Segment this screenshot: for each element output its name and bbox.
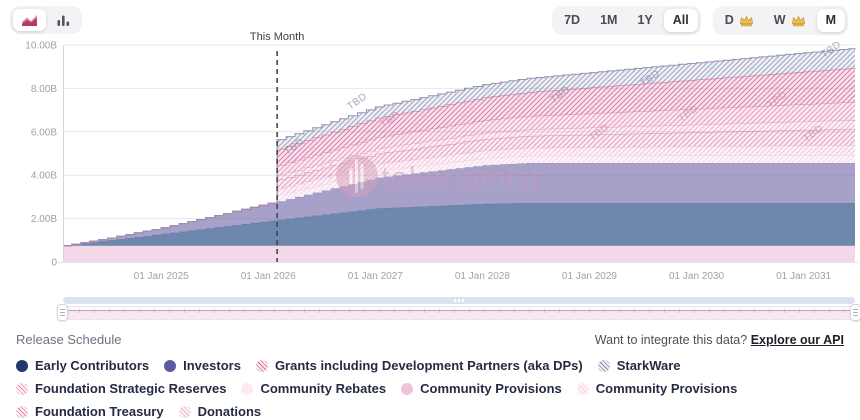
range-1y-button[interactable]: 1Y: [628, 9, 661, 32]
minimap-ticks: [64, 309, 854, 313]
svg-text:2.00B: 2.00B: [31, 214, 57, 225]
svg-text:01 Jan 2027: 01 Jan 2027: [348, 271, 403, 282]
svg-text:This Month: This Month: [250, 31, 304, 43]
navigator-left-handle[interactable]: [57, 304, 68, 321]
legend-marker: [16, 383, 28, 395]
legend-marker: [401, 383, 414, 395]
area-chart-icon: [22, 15, 37, 26]
svg-text:01 Jan 2029: 01 Jan 2029: [562, 271, 617, 282]
legend-item[interactable]: Donations: [178, 404, 262, 420]
minimap-line: [64, 310, 854, 311]
release-schedule-row: Release Schedule Want to integrate this …: [16, 332, 844, 347]
interval-daily-label: D: [724, 13, 734, 27]
legend-marker: [16, 406, 28, 418]
legend-item[interactable]: Community Rebates: [241, 381, 386, 397]
legend-item[interactable]: StarkWare: [597, 358, 681, 374]
svg-text:01 Jan 2028: 01 Jan 2028: [455, 271, 510, 282]
section-title: Release Schedule: [16, 332, 122, 347]
legend-item[interactable]: Community Provisions: [401, 381, 562, 397]
svg-text:01 Jan 2030: 01 Jan 2030: [669, 271, 724, 282]
api-prompt: Want to integrate this data? Explore our…: [594, 332, 844, 347]
legend-marker: [255, 360, 268, 372]
legend-item[interactable]: Foundation Strategic Reserves: [16, 381, 226, 397]
svg-text:6.00B: 6.00B: [31, 127, 57, 138]
time-range-group: 7D 1M 1Y All: [552, 6, 701, 35]
navigator-scrollbar[interactable]: [63, 297, 855, 304]
legend-marker: [178, 406, 191, 418]
legend-label: Donations: [197, 404, 262, 419]
legend-marker: [597, 360, 610, 372]
legend-marker: [16, 360, 28, 372]
chart-legend: Early Contributors Investors Grants includ…: [16, 358, 844, 420]
legend-marker: [164, 360, 177, 372]
range-1m-button[interactable]: 1M: [591, 9, 626, 32]
range-7d-button[interactable]: 7D: [555, 9, 589, 32]
svg-text:0: 0: [51, 258, 57, 269]
svg-text:TBD: TBD: [345, 91, 369, 112]
interval-group: D W M: [712, 6, 848, 35]
area-chart-toggle-button[interactable]: [13, 9, 46, 31]
navigator-right-handle[interactable]: [850, 304, 860, 321]
legend-marker: [576, 383, 589, 395]
legend-item[interactable]: Investors: [164, 358, 241, 374]
crown-icon: [739, 15, 753, 27]
svg-text:01 Jan 2031: 01 Jan 2031: [776, 271, 831, 282]
svg-text:8.00B: 8.00B: [31, 84, 57, 95]
legend-label: Investors: [183, 358, 241, 373]
legend-item[interactable]: Community Provisions: [576, 381, 738, 397]
legend-label: Community Rebates: [260, 381, 387, 396]
legend-label: Grants including Development Partners (a…: [274, 358, 583, 373]
legend-item[interactable]: Early Contributors: [16, 358, 149, 374]
chart-navigator: [57, 297, 860, 323]
chart-header: 7D 1M 1Y All D W: [10, 6, 848, 35]
explore-api-link[interactable]: Explore our API: [750, 332, 844, 347]
legend-label: Early Contributors: [35, 358, 150, 373]
legend-label: Foundation Treasury: [35, 404, 164, 419]
interval-monthly-label: M: [825, 13, 836, 27]
bar-chart-icon: [57, 15, 70, 26]
svg-text:10.00B: 10.00B: [25, 41, 57, 52]
legend-item[interactable]: Grants including Development Partners (a…: [255, 358, 583, 374]
release-schedule-chart: 0 2.00B 4.00B 6.00B 8.00B 10.00B 01 Jan 2025 01…: [25, 31, 858, 282]
legend-item[interactable]: Foundation Treasury: [16, 404, 164, 420]
svg-text:01 Jan 2025: 01 Jan 2025: [134, 271, 189, 282]
legend-label: Community Provisions: [420, 381, 562, 396]
svg-text:tokenomist: tokenomist: [381, 160, 541, 195]
legend-marker: [241, 383, 254, 395]
interval-weekly-button[interactable]: W: [765, 9, 815, 32]
scrollbar-grip-icon: [454, 299, 464, 302]
chart-type-toggle: [10, 6, 82, 34]
svg-text:4.00B: 4.00B: [31, 171, 57, 182]
interval-monthly-button[interactable]: M: [816, 9, 845, 32]
header-controls: 7D 1M 1Y All D W: [552, 6, 848, 35]
legend-label: Community Provisions: [595, 381, 738, 396]
range-all-button[interactable]: All: [663, 9, 698, 32]
bar-chart-toggle-button[interactable]: [48, 9, 79, 31]
navigator-minimap[interactable]: [63, 306, 855, 320]
crown-icon: [791, 15, 805, 27]
interval-daily-button[interactable]: D: [716, 9, 763, 32]
legend-label: Foundation Strategic Reserves: [35, 381, 227, 396]
legend-label: StarkWare: [616, 358, 681, 373]
svg-text:01 Jan 2026: 01 Jan 2026: [241, 271, 296, 282]
interval-weekly-label: W: [773, 13, 786, 27]
